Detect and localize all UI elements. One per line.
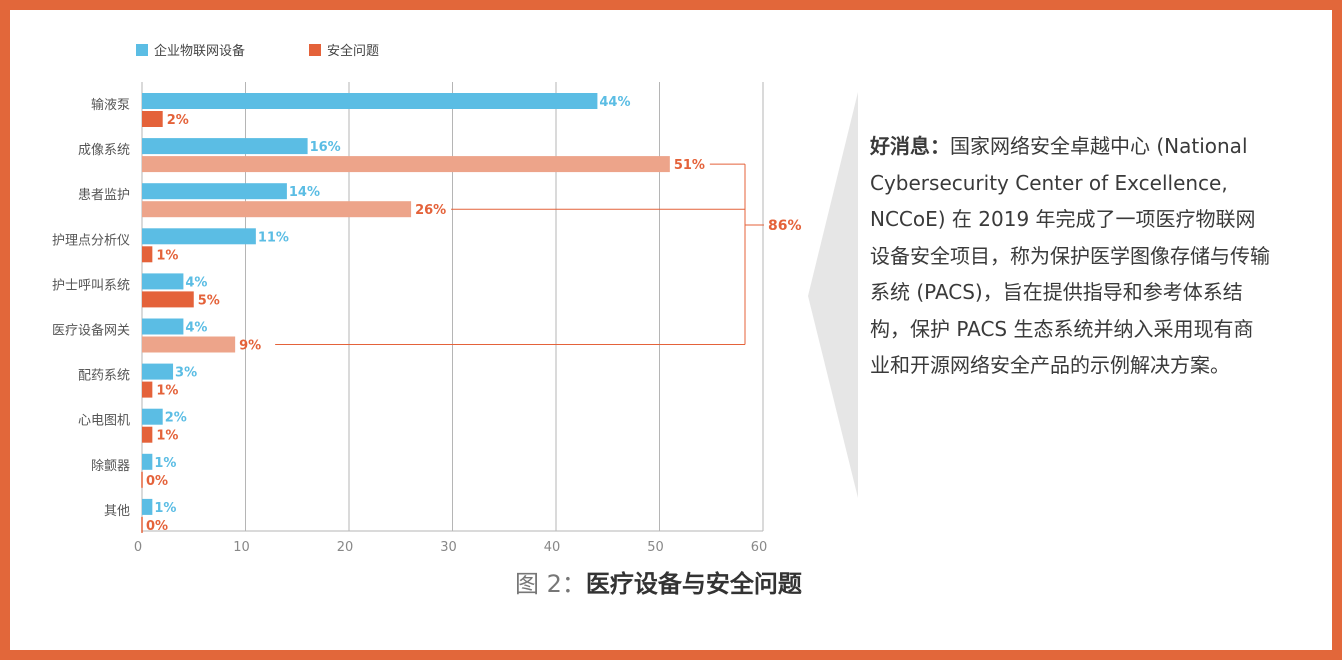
data-label-iot-devices: 4% — [185, 275, 207, 290]
bar-security-issues — [142, 156, 670, 173]
data-label-security-issues: 51% — [674, 158, 705, 173]
category-label: 医疗设备网关 — [52, 323, 130, 339]
data-label-iot-devices: 1% — [154, 501, 176, 516]
data-label-iot-devices: 1% — [154, 456, 176, 471]
bar-security-issues — [142, 381, 153, 398]
data-label-iot-devices: 11% — [258, 230, 289, 245]
category-label: 患者监护 — [78, 188, 130, 203]
data-label-security-issues: 9% — [239, 339, 261, 354]
bar-security-issues — [142, 426, 153, 443]
data-label-security-issues: 1% — [156, 384, 178, 399]
legend-swatch-iot-devices — [136, 43, 148, 56]
data-label-security-issues: 0% — [146, 519, 168, 534]
bar-security-issues — [142, 111, 163, 127]
data-label-iot-devices: 3% — [175, 366, 197, 381]
x-tick-label: 50 — [647, 540, 664, 555]
data-label-iot-devices: 44% — [599, 95, 630, 110]
x-tick-label: 0 — [134, 540, 142, 555]
category-label: 心电图机 — [78, 414, 130, 429]
data-label-iot-devices: 2% — [165, 411, 187, 426]
category-label: 成像系统 — [78, 143, 130, 158]
category-label: 护理点分析仪 — [52, 233, 130, 248]
figure-frame — [10, 10, 1332, 650]
figure-caption: 图 2：医疗设备与安全问题 — [515, 564, 802, 599]
callout-lead: 好消息： — [870, 134, 950, 158]
data-label-security-issues: 5% — [198, 293, 220, 308]
bar-security-issues — [142, 291, 194, 308]
category-label: 除颤器 — [91, 459, 130, 474]
bar-iot-devices — [142, 273, 184, 290]
bar-iot-devices — [142, 498, 153, 515]
x-tick-label: 60 — [751, 540, 768, 555]
callout-body: 国家网络安全卓越中心 (National Cybersecurity Cente… — [870, 134, 1270, 377]
bar-iot-devices — [142, 453, 153, 470]
bar-iot-devices — [142, 183, 287, 200]
data-label-iot-devices: 4% — [185, 321, 207, 336]
chart-legend: 企业物联网设备 安全问题 — [136, 40, 443, 59]
data-label-security-issues: 26% — [415, 203, 446, 218]
x-tick-label: 10 — [233, 540, 250, 555]
data-label-security-issues: 0% — [146, 474, 168, 489]
bar-security-issues — [142, 201, 412, 218]
data-label-iot-devices: 16% — [310, 140, 341, 155]
data-label-security-issues: 1% — [156, 429, 178, 444]
caption-prefix: 图 2： — [515, 570, 586, 598]
legend-label-security-issues: 安全问题 — [327, 44, 380, 59]
category-label: 其他 — [104, 504, 130, 519]
legend-item-security-issues: 安全问题 — [309, 40, 379, 59]
bar-security-issues — [142, 246, 153, 263]
category-label: 配药系统 — [78, 369, 130, 384]
legend-label-iot-devices: 企业物联网设备 — [154, 44, 246, 59]
bar-iot-devices — [142, 318, 184, 335]
x-tick-label: 40 — [544, 540, 561, 555]
bar-iot-devices — [142, 408, 163, 425]
caption-title: 医疗设备与安全问题 — [585, 570, 802, 598]
x-tick-label: 20 — [337, 540, 354, 555]
callout-arrow — [808, 92, 858, 498]
legend-swatch-security-issues — [309, 43, 322, 56]
x-tick-label: 30 — [440, 540, 457, 555]
category-label: 护士呼叫系统 — [52, 278, 130, 293]
bar-iot-devices — [142, 228, 256, 245]
bar-iot-devices — [142, 93, 598, 109]
category-label: 输液泵 — [91, 97, 130, 113]
legend-item-iot-devices: 企业物联网设备 — [136, 40, 245, 59]
data-label-iot-devices: 14% — [289, 185, 320, 200]
bar-iot-devices — [142, 363, 174, 380]
callout-text: 好消息：国家网络安全卓越中心 (National Cybersecurity C… — [870, 128, 1270, 384]
data-label-security-issues: 2% — [167, 113, 189, 128]
bracket-total-label: 86% — [768, 218, 802, 234]
data-label-security-issues: 1% — [156, 248, 178, 263]
bar-iot-devices — [142, 138, 308, 155]
bar-security-issues — [142, 336, 236, 353]
